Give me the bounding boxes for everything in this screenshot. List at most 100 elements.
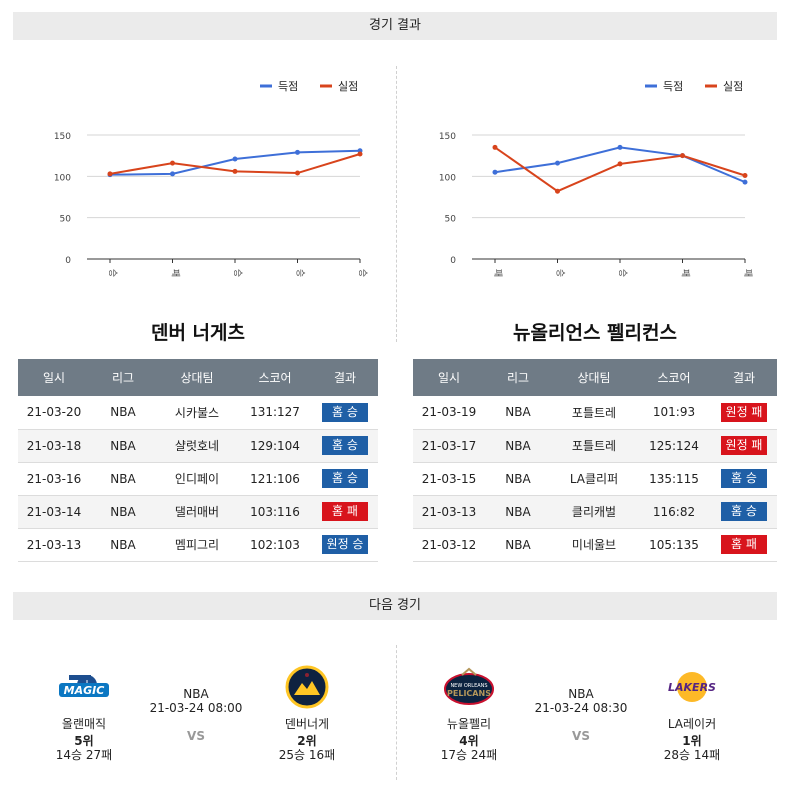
data-point (232, 168, 238, 174)
y-tick-label: 0 (65, 256, 71, 266)
section-divider (396, 66, 397, 342)
svg-text:PELICANS: PELICANS (447, 689, 491, 698)
data-point (170, 171, 175, 177)
x-tick-label: 패 (170, 269, 181, 277)
x-tick-label: 승 (107, 269, 118, 277)
chart-pelicans: 0 50 100 150 패 승 승 패 패 득점 실점 (400, 70, 760, 285)
cell-score: 135:115 (637, 462, 711, 496)
away-team: 덴버너게 2위 25승 16패 (257, 665, 357, 762)
result-badge: 홈 승 (721, 469, 767, 488)
game-datetime: 21-03-24 08:30 (534, 701, 628, 715)
cell-result: 홈 승 (312, 429, 378, 463)
col-header-opponent: 상대팀 (156, 359, 238, 396)
chart-svg-denver: 0 50 100 150 승 패 승 승 승 득점 실점 (54, 80, 368, 277)
game-league: NBA (568, 687, 594, 701)
cell-date: 21-03-15 (413, 462, 485, 496)
cell-date: 21-03-13 (18, 528, 90, 562)
cell-opponent: 샬럿호네 (156, 429, 238, 463)
data-point (680, 153, 685, 159)
cell-score: 125:124 (637, 429, 711, 463)
cell-date: 21-03-14 (18, 495, 90, 529)
y-tick-label: 50 (445, 215, 457, 225)
y-tick-label: 100 (439, 173, 456, 183)
team-record: 25승 16패 (278, 748, 336, 762)
data-point (107, 171, 113, 177)
legend-label: 실점 (723, 80, 743, 93)
cell-score: 102:103 (238, 528, 312, 562)
team-title-denver: 덴버 너게츠 (150, 322, 245, 344)
cell-league: NBA (90, 495, 156, 529)
result-badge: 홈 패 (721, 535, 767, 554)
cell-score: 101:93 (637, 396, 711, 430)
table-row: 21-03-19 NBA 포틀트레 101:93 원정 패 (413, 396, 777, 430)
cell-date: 21-03-17 (413, 429, 485, 463)
result-badge: 원정 패 (721, 436, 767, 455)
data-point (617, 161, 623, 167)
cell-league: NBA (90, 462, 156, 496)
table-row: 21-03-20 NBA 시카불스 131:127 홈 승 (18, 396, 378, 430)
cell-result: 홈 패 (711, 528, 777, 562)
svg-text:LAKERS: LAKERS (668, 681, 716, 694)
cell-date: 21-03-20 (18, 396, 90, 430)
x-tick-label: 패 (742, 269, 753, 277)
next-game-card: MAGIC 올랜매직 5위 14승 27패 NBA 21-03-24 08:00… (10, 655, 390, 775)
col-header-league: 리그 (485, 359, 551, 396)
cell-score: 103:116 (238, 495, 312, 529)
x-tick-label: 승 (295, 269, 306, 277)
result-badge: 원정 승 (322, 535, 368, 554)
home-team: MAGIC 올랜매직 5위 14승 27패 (34, 665, 134, 762)
team-rank: 2위 (297, 734, 317, 748)
y-tick-label: 50 (60, 215, 72, 225)
cell-result: 원정 패 (711, 396, 777, 430)
cell-league: NBA (485, 396, 551, 430)
cell-score: 129:104 (238, 429, 312, 463)
table-row: 21-03-14 NBA 댈러매버 103:116 홈 패 (18, 495, 378, 529)
table-row: 21-03-13 NBA 멤피그리 102:103 원정 승 (18, 528, 378, 562)
x-tick-label: 승 (357, 269, 368, 277)
new-orleans-pelicans-logo: NEW ORLEANS PELICANS (442, 665, 496, 709)
data-point (170, 160, 175, 166)
team-record: 17승 24패 (440, 748, 498, 762)
team-name: 덴버너게 (284, 717, 330, 731)
data-point (492, 169, 498, 175)
data-point (742, 173, 748, 179)
cell-opponent: 포틀트레 (551, 396, 637, 430)
svg-text:NEW ORLEANS: NEW ORLEANS (450, 683, 487, 689)
denver-nuggets-logo (280, 665, 334, 709)
results-table-denver: 일시 리그 상대팀 스코어 결과 21-03-20 NBA 시카불스 131:127 홈… (18, 359, 378, 562)
next-game-card: NEW ORLEANS PELICANS 뉴올펠리 4위 17승 24패 NBA… (395, 655, 775, 775)
game-info: NBA 21-03-24 08:00 VS (140, 687, 252, 743)
result-badge: 홈 패 (322, 502, 368, 521)
vs-label: VS (572, 729, 590, 743)
cell-opponent: 시카불스 (156, 396, 238, 430)
x-tick-label: 승 (617, 269, 628, 277)
away-team: LAKERS LA레이커 1위 28승 14패 (642, 665, 742, 762)
col-header-league: 리그 (90, 359, 156, 396)
col-header-score: 스코어 (637, 359, 711, 396)
team-rank: 1위 (682, 734, 702, 748)
table-row: 21-03-13 NBA 클리캐벌 116:82 홈 승 (413, 495, 777, 529)
home-team: NEW ORLEANS PELICANS 뉴올펠리 4위 17승 24패 (419, 665, 519, 762)
result-badge: 홈 승 (322, 436, 368, 455)
game-info: NBA 21-03-24 08:30 VS (525, 687, 637, 743)
legend-label: 득점 (663, 80, 683, 93)
cell-result: 홈 승 (312, 462, 378, 496)
col-header-result: 결과 (312, 359, 378, 396)
cell-opponent: LA클리퍼 (551, 462, 637, 496)
y-tick-label: 0 (450, 256, 456, 266)
results-section-header: 경기 결과 (13, 12, 777, 40)
cell-opponent: 멤피그리 (156, 528, 238, 562)
x-tick-label: 패 (492, 269, 503, 277)
cell-league: NBA (485, 462, 551, 496)
team-name: 뉴올펠리 (446, 717, 492, 731)
cell-date: 21-03-16 (18, 462, 90, 496)
table-row: 21-03-17 NBA 포틀트레 125:124 원정 패 (413, 429, 777, 463)
data-point (617, 144, 623, 150)
cell-league: NBA (90, 396, 156, 430)
cell-result: 홈 승 (711, 495, 777, 529)
cell-date: 21-03-13 (413, 495, 485, 529)
team-title-pelicans: 뉴올리언스 펠리컨스 (513, 322, 677, 344)
table-row: 21-03-18 NBA 샬럿호네 129:104 홈 승 (18, 429, 378, 463)
col-header-result: 결과 (711, 359, 777, 396)
team-rank: 4위 (459, 734, 479, 748)
